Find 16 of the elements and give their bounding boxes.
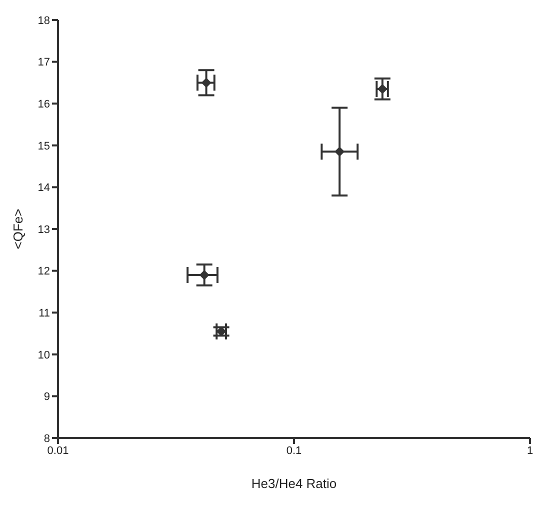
y-tick-label: 9 bbox=[44, 391, 50, 404]
y-tick-label: 8 bbox=[44, 432, 50, 445]
x-tick-label: 0.1 bbox=[286, 444, 302, 457]
y-axis-title: <QFe> bbox=[10, 208, 26, 250]
y-tick-label: 10 bbox=[38, 349, 50, 362]
y-tick-label: 16 bbox=[38, 98, 50, 111]
x-tick-label: 0.01 bbox=[47, 444, 69, 457]
y-tick-label: 12 bbox=[38, 266, 50, 278]
y-tick-label: 18 bbox=[38, 14, 50, 27]
y-tick-label: 15 bbox=[38, 140, 50, 152]
y-tick-label: 13 bbox=[38, 224, 50, 236]
y-tick-label: 14 bbox=[38, 182, 50, 194]
y-tick-label: 11 bbox=[38, 308, 50, 320]
x-axis-title: He3/He4 Ratio bbox=[251, 476, 337, 491]
y-tick-label: 17 bbox=[38, 56, 50, 69]
x-tick-label: 1 bbox=[526, 444, 534, 457]
